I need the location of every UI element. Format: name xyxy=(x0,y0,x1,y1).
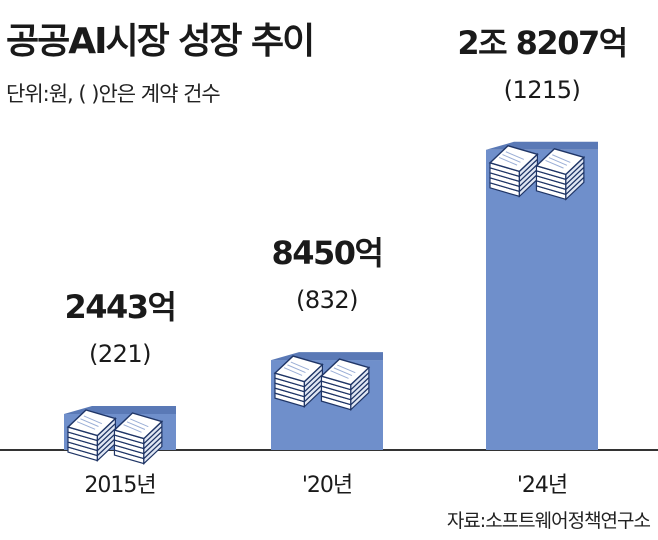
category-label: '24년 xyxy=(517,473,567,498)
category-label: '20년 xyxy=(302,473,352,498)
contract-label: (832) xyxy=(296,286,358,314)
bar xyxy=(486,149,598,450)
value-label: 8450억 xyxy=(271,234,382,272)
paper-stack-icon xyxy=(66,409,164,465)
chart-title: 공공AI시장 성장 추이 xyxy=(6,21,315,62)
bar-cap xyxy=(271,352,383,361)
category-label: 2015년 xyxy=(84,473,155,498)
contract-label: (221) xyxy=(89,340,151,368)
bar-cap xyxy=(486,141,598,150)
value-label: 2443억 xyxy=(64,288,175,326)
bar-group-2: 2조 8207억 (1215) '24년 xyxy=(457,24,628,498)
contract-label: (1215) xyxy=(504,76,581,104)
bar-cap xyxy=(64,406,176,414)
value-label: 2조 8207억 xyxy=(457,24,626,62)
bar-group-1: 8450억 (832) '20년 xyxy=(271,234,384,498)
bar-group-0: 2443억 (221) 2015년 xyxy=(64,288,177,498)
paper-stack-icon xyxy=(273,355,371,412)
source-note: 자료:소프트웨어정책연구소 xyxy=(446,510,651,532)
paper-stack-icon xyxy=(488,144,586,201)
unit-note: 단위:원, ( )안은 계약 건수 xyxy=(6,82,221,106)
